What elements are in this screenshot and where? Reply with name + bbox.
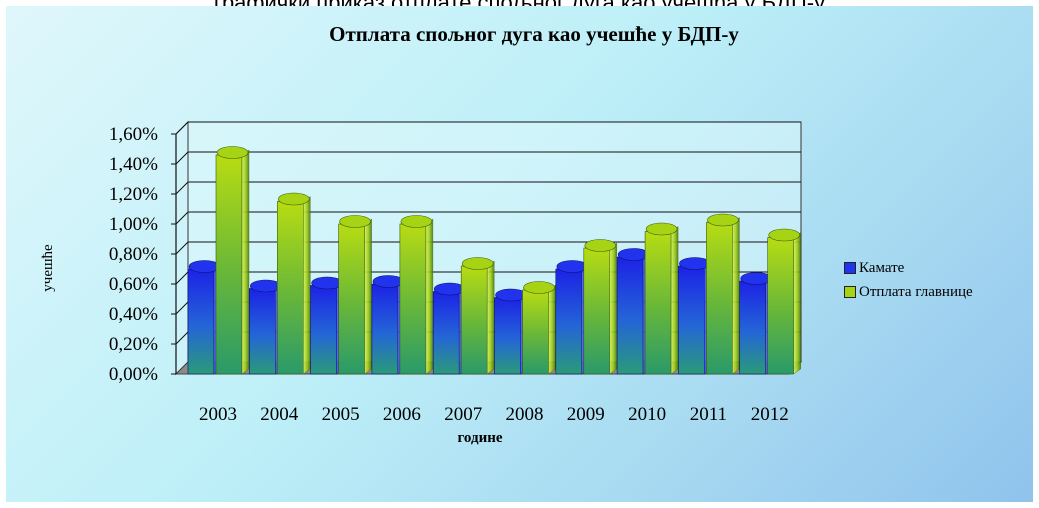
bar-interest-2003 [187,268,215,375]
legend-item-principal: Отплата главнице [844,281,973,303]
chart-legend: Камате Отплата главнице [844,257,973,305]
bar-interest-2012 [739,280,767,375]
bar-side [303,196,311,375]
bar-top [707,213,739,227]
y-tick-label: 1,20% [109,184,158,205]
chart-panel: Отплата спољног дуга као учешће у БДП-у … [6,6,1033,502]
bar-interest-2011 [678,265,705,375]
bar-top [461,257,494,270]
y-tick-label: 1,00% [109,214,158,235]
x-tick-label: 2008 [506,404,544,425]
bar-side [609,242,617,375]
gridline-side [175,151,189,165]
bar-chart: Отплата спољног дуга као учешће у БДП-у … [40,22,803,446]
x-tick-label: 2007 [444,404,482,425]
legend-label-principal: Отплата главнице [859,283,973,300]
bar-side [364,218,372,375]
bar-top [617,248,650,261]
gridline-side [175,241,189,255]
x-tick-label: 2009 [567,404,605,425]
bar-interest-2008 [494,297,521,375]
legend-swatch-interest [844,262,856,274]
bar-top [645,222,678,236]
bar-side [732,217,740,375]
bar-top [339,215,371,228]
bar-side [670,226,679,375]
bar-top [249,279,282,293]
x-tick-label: 2006 [383,404,421,425]
bar-side [487,260,495,375]
bar-interest-2006 [371,283,399,375]
bar-interest-2005 [310,285,337,375]
y-axis-label: учешће [40,244,56,292]
bar-principal-2009 [583,247,611,375]
bar-top [584,239,617,252]
y-tick-label: 1,60% [109,124,158,145]
x-tick-label: 2005 [322,404,360,425]
bar-top [523,281,555,294]
y-tick-label: 1,40% [109,154,158,175]
y-tick-label: 0,20% [109,334,158,355]
bar-side [241,149,250,375]
gridline-side [175,211,189,225]
bar-principal-2004 [276,201,304,375]
gridline-side [175,271,189,285]
y-tick-label: 0,80% [109,244,158,265]
bar-principal-2010 [644,231,672,375]
bar-interest-2010 [616,256,644,375]
y-tick-label: 0,40% [109,304,158,325]
bar-top [188,260,221,273]
gridline-side [175,181,189,195]
bar-interest-2007 [432,291,460,375]
bar-side [548,284,556,375]
x-tick-label: 2012 [751,404,789,425]
legend-swatch-principal [844,286,856,298]
bar-top [556,260,589,273]
bar-top [495,288,527,302]
bar-interest-2004 [249,288,276,375]
bar-principal-2011 [706,222,733,375]
bar-side [425,218,434,375]
bar-principal-2007 [460,265,488,375]
bar-top [216,146,249,159]
x-tick-label: 2004 [260,404,299,425]
bar-principal-2006 [399,223,427,375]
bar-top [277,192,310,206]
y-tick-label: 0,00% [109,364,158,385]
gridline-side [175,121,189,135]
legend-label-interest: Камате [859,259,905,276]
bar-top [400,215,433,228]
bar-top [768,228,801,242]
bar-top [740,272,773,285]
bar-principal-2012 [767,237,795,375]
bar-principal-2008 [522,289,549,375]
bar-side [793,232,801,375]
bar-top [679,257,711,270]
y-tick-label: 0,60% [109,274,158,295]
bar-interest-2009 [555,268,583,375]
x-tick-label: 2011 [690,404,727,425]
bar-top [433,282,466,296]
bar-principal-2003 [215,154,243,375]
x-tick-label: 2010 [628,404,666,425]
legend-item-interest: Камате [844,257,973,279]
x-tick-label: 2003 [199,404,237,425]
bar-top [311,276,343,290]
gridline-side [175,301,189,315]
x-axis-label: године [457,430,502,446]
bar-top [372,275,405,288]
bar-principal-2005 [338,223,365,375]
gridline-side [175,331,189,345]
chart-title: Отплата спољног дуга као учешће у БДП-у [329,22,739,46]
